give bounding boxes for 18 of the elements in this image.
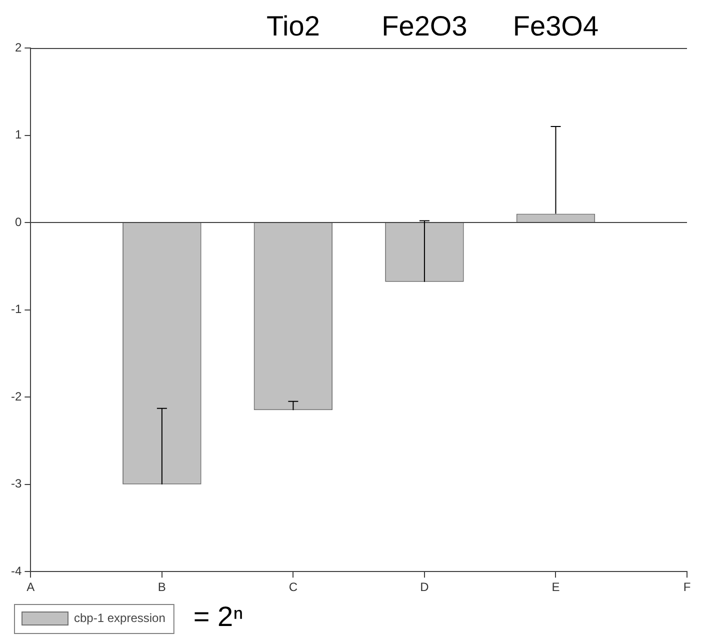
- y-tick-label: -2: [11, 389, 22, 404]
- text: = 2ⁿ: [193, 601, 244, 632]
- y-tick-label: 2: [14, 40, 22, 54]
- y-tick-label: 0: [14, 214, 22, 229]
- y-tick-label: -3: [11, 476, 22, 491]
- x-tick-label: E: [552, 580, 560, 594]
- text: Fe2O3: [382, 10, 468, 42]
- x-tick-label: D: [420, 580, 430, 594]
- x-tick-label: B: [158, 580, 166, 594]
- y-tick-label: 1: [14, 128, 22, 142]
- y-tick-label: -4: [11, 564, 22, 578]
- text: Tio2: [266, 10, 320, 42]
- legend-label: cbp-1 expression: [74, 610, 166, 625]
- x-tick-label: C: [288, 580, 298, 594]
- text: Fe3O4: [512, 10, 599, 42]
- x-tick-label: A: [26, 580, 35, 594]
- x-tick-label: F: [683, 580, 691, 594]
- y-tick-label: -1: [11, 302, 22, 316]
